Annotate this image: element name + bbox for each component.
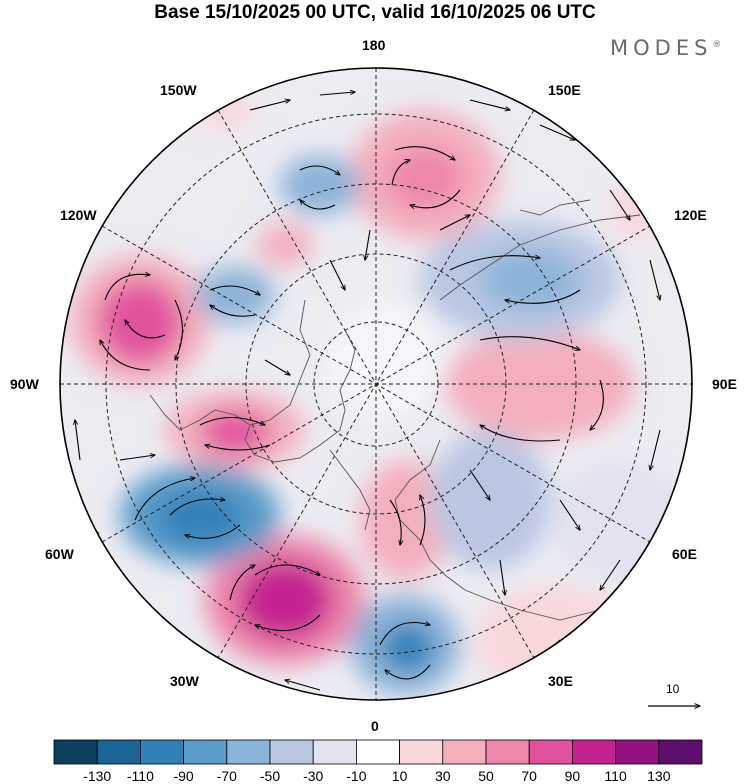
colorbar-tick-label: 90 bbox=[564, 768, 581, 784]
colorbar-tick-label: -130 bbox=[83, 768, 112, 784]
colorbar-swatch bbox=[658, 739, 703, 765]
label-150w: 150W bbox=[160, 82, 197, 98]
label-60w: 60W bbox=[45, 546, 74, 562]
colorbar-swatch bbox=[572, 739, 617, 765]
colorbar-swatch bbox=[226, 739, 271, 765]
colorbar-swatch bbox=[96, 739, 141, 765]
graticule bbox=[60, 68, 692, 700]
label-180: 180 bbox=[362, 37, 386, 53]
colorbar-swatch bbox=[53, 739, 98, 765]
colorbar-swatch bbox=[442, 739, 487, 765]
colorbar-swatch bbox=[269, 739, 314, 765]
reference-vector-label: 10 bbox=[666, 682, 680, 696]
colorbar-tick-label: -50 bbox=[259, 768, 281, 784]
colorbar-swatch bbox=[399, 739, 444, 765]
colorbar-swatch bbox=[139, 739, 184, 765]
label-90w: 90W bbox=[10, 376, 39, 392]
map-disk bbox=[60, 68, 692, 700]
brand-registered-mark: ® bbox=[712, 40, 722, 50]
label-90e: 90E bbox=[712, 376, 737, 392]
label-30e: 30E bbox=[548, 673, 573, 689]
map-title: Base 15/10/2025 00 UTC, valid 16/10/2025… bbox=[154, 2, 596, 23]
colorbar-swatch bbox=[355, 739, 400, 765]
colorbar-tick-label: -110 bbox=[126, 768, 154, 784]
brand-text: MODES bbox=[610, 36, 713, 60]
label-60e: 60E bbox=[672, 546, 697, 562]
colorbar-swatch bbox=[485, 739, 530, 765]
label-120w: 120W bbox=[60, 207, 97, 223]
colorbar-tick-label: 10 bbox=[391, 768, 408, 784]
colorbar-swatch bbox=[183, 739, 228, 765]
colorbar bbox=[53, 739, 703, 765]
colorbar-tick-label: -90 bbox=[173, 768, 194, 784]
colorbar-swatch bbox=[528, 739, 573, 765]
colorbar-swatch bbox=[312, 739, 357, 765]
label-30w: 30W bbox=[170, 673, 199, 689]
colorbar-tick-label: 30 bbox=[435, 768, 451, 784]
colorbar-tick-label: 50 bbox=[478, 768, 494, 784]
colorbar-tick-label: 130 bbox=[647, 768, 671, 784]
label-0: 0 bbox=[371, 718, 379, 734]
colorbar-tick-label: 70 bbox=[521, 768, 537, 784]
colorbar-tick-label: -10 bbox=[346, 768, 367, 784]
colorbar-tick-label: -70 bbox=[216, 768, 237, 784]
colorbar-tick-label: 110 bbox=[604, 768, 627, 784]
label-150e: 150E bbox=[548, 82, 581, 98]
coastlines bbox=[149, 199, 681, 621]
colorbar-swatch bbox=[615, 739, 660, 765]
colorbar-tick-label: -30 bbox=[303, 768, 324, 784]
label-120e: 120E bbox=[674, 207, 707, 223]
modes-logo: MODES® bbox=[610, 36, 721, 60]
map-boundary bbox=[59, 67, 693, 701]
